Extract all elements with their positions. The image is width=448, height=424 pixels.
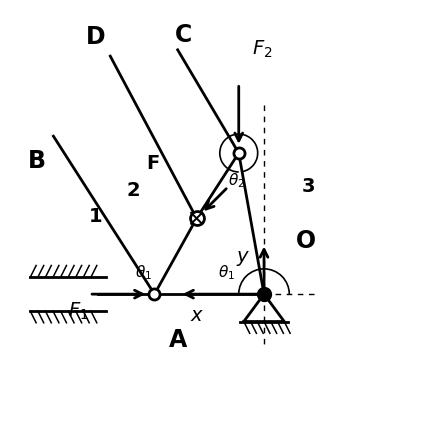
Text: 1: 1 bbox=[89, 207, 102, 226]
Text: 3: 3 bbox=[302, 177, 315, 196]
Text: $F_2$: $F_2$ bbox=[252, 39, 272, 61]
Text: A: A bbox=[168, 329, 187, 352]
Text: 2: 2 bbox=[127, 181, 140, 201]
Text: D: D bbox=[86, 25, 105, 49]
Text: $\theta_1$: $\theta_1$ bbox=[135, 264, 152, 282]
Text: $F_1$: $F_1$ bbox=[69, 300, 89, 322]
Text: $x$: $x$ bbox=[190, 306, 204, 325]
Text: O: O bbox=[296, 229, 316, 254]
Text: F: F bbox=[146, 154, 159, 173]
Text: $y$: $y$ bbox=[236, 249, 250, 268]
Text: C: C bbox=[175, 23, 193, 47]
Text: $\theta_2$: $\theta_2$ bbox=[228, 171, 245, 190]
Text: B: B bbox=[28, 149, 46, 173]
Text: $\theta_1$: $\theta_1$ bbox=[218, 264, 235, 282]
